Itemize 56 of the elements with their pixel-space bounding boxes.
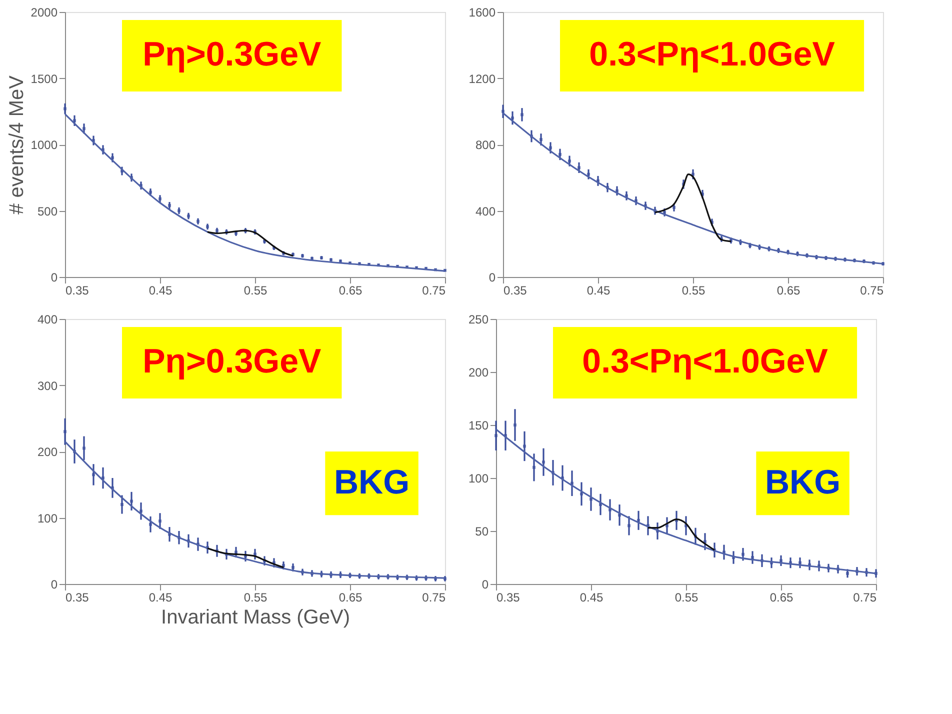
annotation: 0.3<Pη<1.0GeV [589, 36, 836, 74]
annotation: Pη>0.3GeV [142, 342, 322, 381]
x-tick-label: 0.45 [586, 284, 610, 298]
x-tick-label: 0.55 [674, 590, 698, 604]
x-tick-label: 0.45 [148, 590, 172, 604]
y-tick-label: 0 [50, 270, 58, 284]
x-tick-label: 0.75 [422, 284, 446, 298]
y-axis-title: # events/4 MeV [6, 74, 28, 214]
x-tick-label: 0.35 [504, 284, 528, 298]
annotation: Pη>0.3GeV [142, 36, 322, 74]
line-series [206, 230, 294, 257]
x-tick-label: 0.65 [338, 590, 362, 604]
line-series [654, 174, 732, 242]
y-tick-label: 800 [475, 138, 496, 152]
y-tick-label: 0 [482, 578, 489, 592]
y-tick-label: 400 [37, 312, 58, 326]
line-series [647, 518, 716, 551]
y-tick-label: 150 [468, 418, 489, 432]
y-tick-label: 1000 [30, 138, 58, 152]
x-tick-label: 0.45 [148, 284, 172, 298]
x-tick-label: 0.75 [422, 590, 446, 604]
y-tick-label: 0 [488, 270, 496, 284]
y-tick-label: 1500 [30, 72, 58, 86]
annotation: 0.3<Pη<1.0GeV [582, 342, 828, 381]
y-tick-label: 50 [475, 524, 489, 538]
line-series [64, 440, 446, 579]
y-tick-label: 200 [468, 366, 489, 380]
annotation: BKG [334, 463, 410, 502]
y-tick-label: 100 [37, 511, 58, 526]
y-tick-label: 1200 [468, 72, 496, 86]
x-tick-label: 0.55 [244, 590, 268, 604]
x-axis-title: Invariant Mass (GeV) [161, 606, 350, 628]
y-tick-label: 400 [475, 204, 496, 218]
x-tick-label: 0.35 [66, 284, 90, 298]
x-tick-label: 0.45 [580, 590, 604, 604]
annotation: BKG [765, 463, 841, 502]
x-tick-label: 0.65 [770, 590, 794, 604]
y-tick-label: 0 [50, 578, 58, 592]
line-series [206, 547, 284, 568]
x-tick-label: 0.55 [244, 284, 268, 298]
y-tick-label: 2000 [30, 6, 58, 20]
x-tick-label: 0.35 [496, 590, 520, 604]
y-tick-label: 1600 [468, 6, 496, 20]
line-series [495, 428, 877, 574]
line-series [64, 113, 446, 272]
y-tick-label: 200 [37, 445, 58, 459]
x-tick-label: 0.35 [66, 590, 90, 604]
y-tick-label: 250 [468, 312, 489, 326]
x-tick-label: 0.55 [682, 284, 706, 298]
x-tick-label: 0.75 [853, 590, 877, 604]
x-tick-label: 0.65 [776, 284, 800, 298]
x-tick-label: 0.75 [860, 284, 884, 298]
y-tick-label: 100 [468, 472, 489, 486]
x-tick-label: 0.65 [338, 284, 362, 298]
y-tick-label: 300 [37, 378, 58, 393]
y-tick-label: 500 [37, 204, 58, 218]
